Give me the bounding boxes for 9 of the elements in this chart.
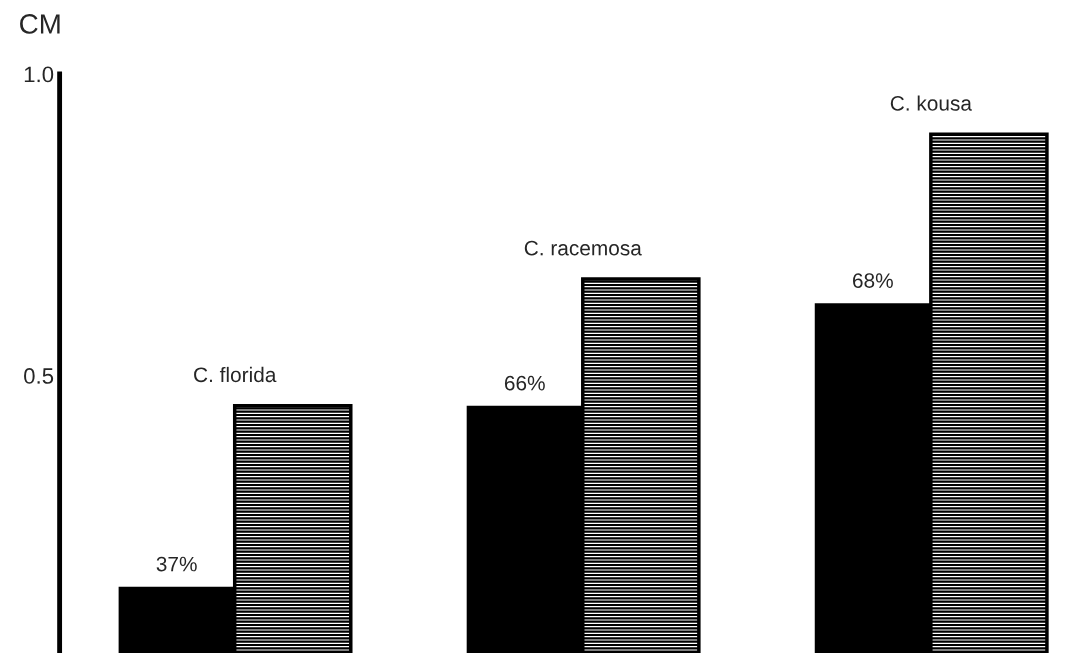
y-tick-label: 0.5	[24, 368, 54, 384]
y-tick-label: 1.0	[24, 66, 54, 83]
annotation: 37%	[156, 556, 197, 572]
x-tick-label: C. kousa	[890, 95, 972, 111]
x-tick-label: C. florida	[194, 366, 277, 383]
annotation: 68%	[853, 273, 893, 288]
x-tick-label: C. racemosa	[524, 240, 642, 256]
y-axis-title: CM	[20, 14, 60, 34]
annotation: 66%	[504, 375, 545, 391]
